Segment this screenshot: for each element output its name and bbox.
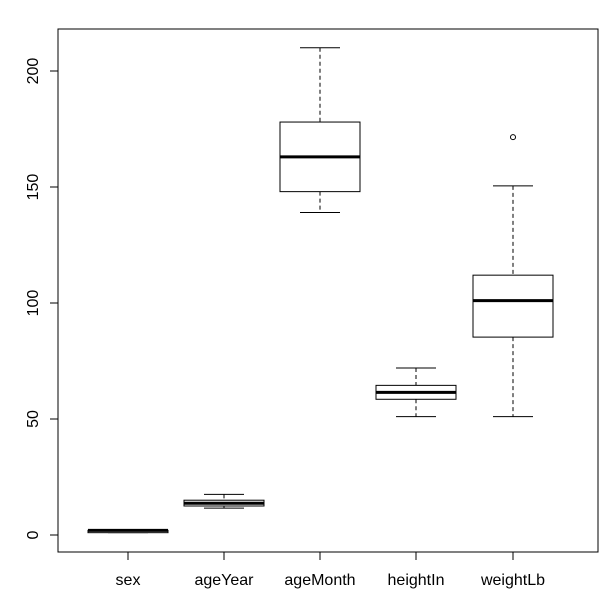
x-tick-label-ageMonth: ageMonth (284, 572, 355, 589)
y-tick-label: 150 (25, 174, 42, 201)
x-tick-label-heightIn: heightIn (388, 572, 445, 589)
y-tick-label: 100 (25, 290, 42, 317)
box-sex (87, 528, 169, 534)
box-weightLb (472, 134, 554, 418)
y-tick-label: 50 (25, 410, 42, 428)
outlier-point (510, 134, 516, 141)
box-ageMonth (279, 47, 361, 214)
y-tick-label: 200 (25, 58, 42, 85)
y-tick-label: 0 (25, 530, 42, 539)
y-axis: 0 50 100 150 200 (25, 58, 59, 539)
box-heightIn (375, 367, 457, 418)
boxes (87, 47, 554, 534)
x-tick-label-weightLb: weightLb (480, 572, 545, 589)
x-axis: sex ageYear ageMonth heightIn weightLb (116, 551, 545, 589)
x-tick-label-ageYear: ageYear (194, 572, 254, 589)
x-tick-label-sex: sex (116, 572, 141, 589)
box-ageYear (183, 493, 265, 509)
